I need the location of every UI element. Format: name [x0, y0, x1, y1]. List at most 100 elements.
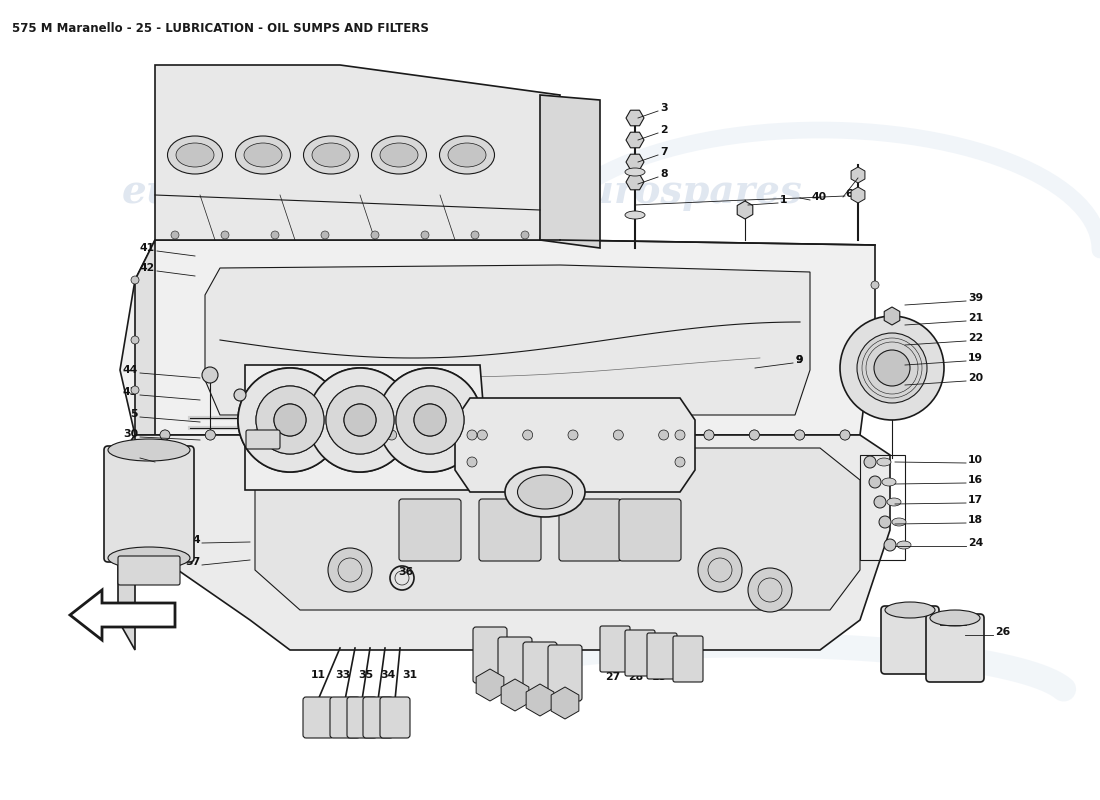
Circle shape: [234, 389, 246, 401]
Text: 7: 7: [660, 147, 668, 157]
Polygon shape: [118, 435, 890, 650]
Circle shape: [794, 430, 805, 440]
Text: 14: 14: [549, 672, 564, 682]
Text: 3: 3: [660, 103, 668, 113]
FancyBboxPatch shape: [118, 556, 180, 585]
Circle shape: [341, 430, 351, 440]
Circle shape: [468, 430, 477, 440]
Circle shape: [251, 430, 261, 440]
Circle shape: [614, 430, 624, 440]
Circle shape: [471, 231, 478, 239]
FancyBboxPatch shape: [473, 627, 507, 683]
Circle shape: [341, 430, 351, 440]
Polygon shape: [540, 95, 600, 248]
Circle shape: [296, 430, 306, 440]
Ellipse shape: [892, 518, 906, 526]
Circle shape: [221, 231, 229, 239]
Text: 2: 2: [660, 125, 668, 135]
FancyBboxPatch shape: [246, 430, 280, 449]
Circle shape: [884, 539, 896, 551]
Circle shape: [202, 367, 218, 383]
Circle shape: [704, 430, 714, 440]
Circle shape: [840, 430, 850, 440]
Circle shape: [675, 457, 685, 467]
Circle shape: [378, 368, 482, 472]
Circle shape: [698, 548, 742, 592]
Text: 20: 20: [968, 373, 983, 383]
Ellipse shape: [896, 541, 911, 549]
FancyBboxPatch shape: [379, 697, 410, 738]
Circle shape: [749, 430, 759, 440]
Circle shape: [414, 404, 446, 436]
Circle shape: [170, 231, 179, 239]
Circle shape: [296, 430, 306, 440]
Text: 32: 32: [480, 672, 495, 682]
Circle shape: [521, 231, 529, 239]
Circle shape: [749, 430, 759, 440]
Text: eurospares: eurospares: [562, 525, 802, 563]
Circle shape: [704, 430, 714, 440]
Ellipse shape: [108, 439, 190, 461]
Circle shape: [871, 281, 879, 289]
Circle shape: [794, 430, 805, 440]
Ellipse shape: [505, 467, 585, 517]
Circle shape: [879, 516, 891, 528]
Text: 39: 39: [968, 293, 983, 303]
Circle shape: [131, 276, 139, 284]
Text: eurospares: eurospares: [562, 173, 802, 211]
FancyBboxPatch shape: [346, 697, 377, 738]
FancyBboxPatch shape: [498, 637, 532, 693]
Text: 24: 24: [968, 538, 983, 548]
Text: 19: 19: [968, 353, 983, 363]
Text: 5: 5: [131, 409, 138, 419]
Text: 13: 13: [527, 672, 541, 682]
Ellipse shape: [448, 143, 486, 167]
Text: 36: 36: [398, 567, 414, 577]
Polygon shape: [118, 435, 135, 650]
Circle shape: [421, 231, 429, 239]
Text: 12: 12: [504, 672, 518, 682]
FancyBboxPatch shape: [399, 499, 461, 561]
Circle shape: [371, 231, 380, 239]
Circle shape: [864, 456, 876, 468]
Circle shape: [256, 386, 324, 454]
Ellipse shape: [379, 143, 418, 167]
Circle shape: [869, 476, 881, 488]
Circle shape: [874, 496, 886, 508]
Circle shape: [321, 231, 329, 239]
Ellipse shape: [887, 498, 901, 506]
Circle shape: [675, 430, 685, 440]
Ellipse shape: [176, 143, 214, 167]
FancyBboxPatch shape: [673, 636, 703, 682]
Circle shape: [659, 430, 669, 440]
Circle shape: [378, 368, 482, 472]
Text: 22: 22: [968, 333, 983, 343]
Polygon shape: [120, 240, 874, 435]
Circle shape: [160, 430, 170, 440]
FancyBboxPatch shape: [647, 633, 676, 679]
Text: 29: 29: [123, 450, 138, 460]
Circle shape: [857, 333, 927, 403]
Circle shape: [396, 386, 464, 454]
FancyBboxPatch shape: [619, 499, 681, 561]
Circle shape: [874, 350, 910, 386]
Circle shape: [238, 368, 342, 472]
Text: 28: 28: [628, 672, 643, 682]
FancyBboxPatch shape: [522, 642, 557, 698]
Polygon shape: [155, 65, 560, 240]
FancyBboxPatch shape: [330, 697, 360, 738]
Ellipse shape: [517, 475, 572, 509]
FancyBboxPatch shape: [926, 614, 984, 682]
Circle shape: [256, 386, 324, 454]
Circle shape: [432, 430, 442, 440]
Circle shape: [871, 391, 879, 399]
Ellipse shape: [877, 458, 891, 466]
Circle shape: [206, 430, 216, 440]
FancyBboxPatch shape: [559, 499, 621, 561]
Text: 16: 16: [968, 475, 983, 485]
Circle shape: [468, 457, 477, 467]
Text: eurospares: eurospares: [122, 525, 362, 563]
Circle shape: [568, 430, 578, 440]
Circle shape: [840, 316, 944, 420]
Text: 37: 37: [185, 557, 200, 567]
